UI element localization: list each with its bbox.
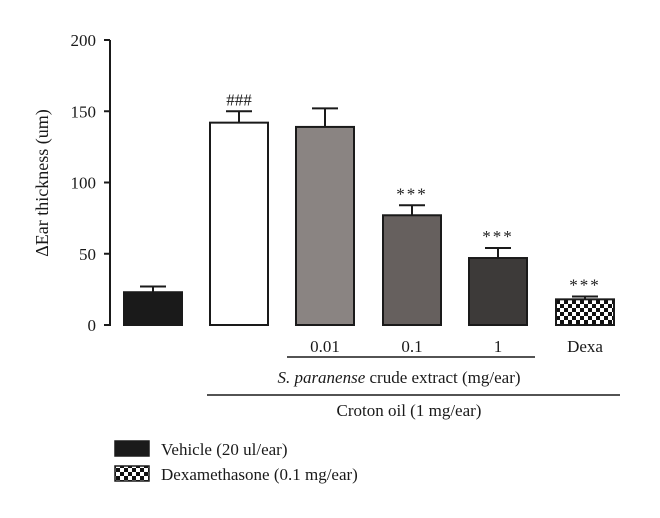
extract-group-label: S. paranense crude extract (mg/ear) [277, 368, 520, 387]
y-tick-label: 200 [71, 31, 97, 50]
x-tick-label: 0.01 [310, 337, 340, 356]
y-tick-label: 50 [79, 245, 96, 264]
legend: Vehicle (20 ul/ear) Dexamethasone (0.1 mg… [114, 440, 358, 484]
croton-group-bracket: Croton oil (1 mg/ear) [207, 394, 620, 420]
x-tick-label: Dexa [567, 337, 603, 356]
x-tick-label: 0.1 [401, 337, 422, 356]
bar [382, 214, 442, 326]
croton-group-label: Croton oil (1 mg/ear) [337, 401, 482, 420]
significance-label: *** [482, 227, 514, 246]
x-tick-label: 1 [494, 337, 503, 356]
bars [123, 107, 615, 327]
significance-label: ### [226, 90, 252, 109]
y-tick-label: 0 [88, 316, 97, 335]
legend-label-dexamethasone: Dexamethasone (0.1 mg/ear) [161, 465, 358, 484]
bar [555, 298, 615, 327]
bar [295, 125, 355, 326]
extract-species-name: S. paranense [277, 368, 365, 387]
legend-swatch-dexamethasone [114, 465, 150, 482]
y-tick-label: 100 [71, 174, 97, 193]
bar [209, 121, 269, 327]
legend-label-vehicle: Vehicle (20 ul/ear) [161, 440, 288, 459]
x-tick-labels: 0.01 0.1 1 Dexa [310, 337, 603, 356]
y-ticks: 0 50 100 150 200 [71, 31, 110, 335]
extract-unit-label: crude extract (mg/ear) [365, 368, 520, 387]
extract-group-bracket: S. paranense crude extract (mg/ear) [277, 356, 535, 387]
significance-label: *** [569, 276, 601, 295]
significance-annotations: ### *** *** *** [226, 90, 601, 295]
bar [123, 291, 183, 327]
y-axis-title: ΔEar thickness (um) [32, 109, 53, 257]
y-tick-label: 150 [71, 102, 97, 121]
significance-label: *** [396, 184, 428, 203]
bar [468, 257, 528, 326]
legend-swatch-vehicle [114, 440, 150, 457]
